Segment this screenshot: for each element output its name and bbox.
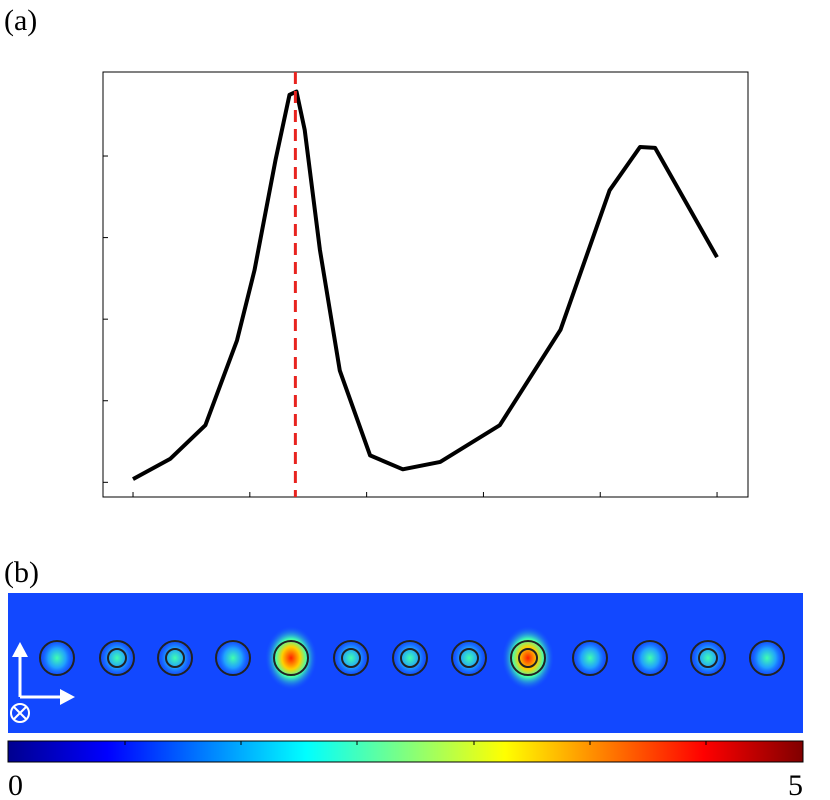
- field-glow: [502, 626, 554, 690]
- colorbar: [7, 740, 804, 763]
- field-glow: [632, 638, 668, 678]
- field-glow: [690, 638, 726, 678]
- resonator: [451, 640, 487, 676]
- panel-label: (a): [4, 4, 37, 37]
- resonator: [99, 640, 135, 676]
- data-line: [132, 89, 719, 481]
- field-glow: [99, 638, 135, 678]
- resonator-core: [459, 648, 479, 668]
- field-glow: [749, 638, 785, 678]
- resonator: [215, 640, 251, 676]
- field-glow: [451, 638, 487, 678]
- colorbar-label: 5: [788, 769, 803, 800]
- field-map: [8, 593, 803, 733]
- field-glow: [39, 638, 75, 678]
- field-glow: [392, 638, 428, 678]
- panel-label: (b): [4, 556, 39, 589]
- resonator: [157, 640, 193, 676]
- resonator-core: [400, 648, 420, 668]
- resonator: [749, 640, 785, 676]
- axes-arrows: [10, 642, 75, 723]
- resonator-core: [341, 648, 361, 668]
- field-glow: [572, 638, 608, 678]
- resonator: [510, 640, 546, 676]
- field-glow: [215, 638, 251, 678]
- field-glow: [157, 638, 193, 678]
- resonator: [392, 640, 428, 676]
- resonator: [690, 640, 726, 676]
- field-glow: [265, 626, 317, 690]
- colorbar-ticks: [124, 741, 707, 745]
- colorbar-label: 0: [8, 769, 23, 800]
- resonator: [572, 640, 608, 676]
- resonator-core: [165, 648, 185, 668]
- field-glow: [333, 638, 369, 678]
- plot-frame: [102, 71, 749, 498]
- resonator: [632, 640, 668, 676]
- resonator: [333, 640, 369, 676]
- resonator: [39, 640, 75, 676]
- resonator-core: [107, 648, 127, 668]
- resonator-core: [698, 648, 718, 668]
- resonator: [273, 640, 309, 676]
- resonator-core: [518, 648, 538, 668]
